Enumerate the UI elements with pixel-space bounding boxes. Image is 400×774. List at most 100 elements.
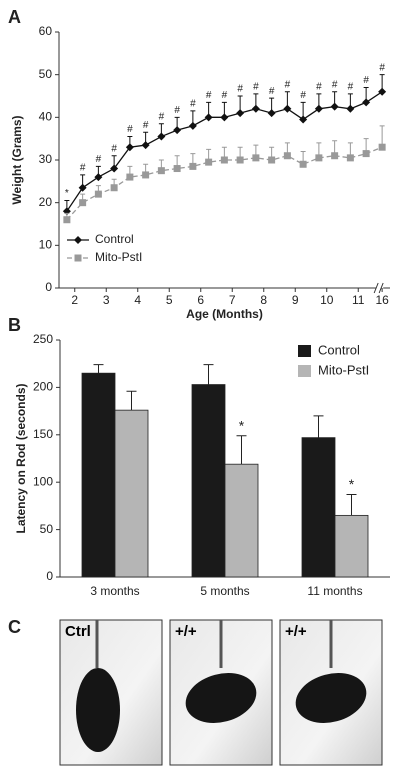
y-tick-label: 20 bbox=[39, 195, 53, 209]
annotation: # bbox=[285, 79, 291, 90]
x-tick-label: 6 bbox=[197, 293, 204, 307]
x-tick-label: 3 months bbox=[90, 584, 139, 598]
bar bbox=[191, 384, 226, 578]
y-tick-label: 0 bbox=[45, 280, 52, 294]
point bbox=[125, 143, 134, 152]
x-tick-label: 16 bbox=[375, 293, 389, 307]
annotation: # bbox=[269, 86, 275, 97]
annotation: # bbox=[174, 105, 180, 116]
legend-marker bbox=[74, 254, 82, 262]
y-tick-label: 10 bbox=[39, 238, 53, 252]
point bbox=[205, 158, 213, 166]
bar bbox=[114, 409, 149, 578]
photo-label: +/+ bbox=[175, 623, 197, 640]
mouse bbox=[76, 668, 120, 752]
annotation: # bbox=[127, 124, 133, 135]
point bbox=[94, 173, 103, 182]
point bbox=[236, 109, 245, 118]
axis-break-gap bbox=[376, 283, 384, 293]
x-tick-label: 3 bbox=[103, 293, 110, 307]
error-bar bbox=[346, 494, 357, 516]
point bbox=[362, 150, 370, 158]
y-tick-label: 250 bbox=[33, 332, 53, 346]
point bbox=[330, 102, 339, 111]
point bbox=[378, 143, 386, 151]
point bbox=[173, 165, 181, 173]
point bbox=[299, 160, 307, 168]
panel-label: A bbox=[8, 7, 21, 27]
x-tick-label: 7 bbox=[229, 293, 236, 307]
point bbox=[314, 104, 323, 113]
point bbox=[63, 216, 71, 224]
x-tick-label: 9 bbox=[292, 293, 299, 307]
y-tick-label: 100 bbox=[33, 474, 53, 488]
point bbox=[173, 126, 182, 135]
y-axis-title: Weight (Grams) bbox=[10, 115, 24, 204]
point bbox=[251, 104, 260, 113]
bar bbox=[81, 372, 116, 578]
bar bbox=[334, 514, 369, 578]
annotation: # bbox=[316, 82, 322, 93]
annotation: * bbox=[65, 188, 69, 199]
annotation: # bbox=[363, 75, 369, 86]
panel-label: B bbox=[8, 315, 21, 335]
point bbox=[283, 152, 291, 160]
annotation: # bbox=[190, 99, 196, 110]
point bbox=[331, 152, 339, 160]
point bbox=[78, 183, 87, 192]
point bbox=[362, 98, 371, 107]
annotation: # bbox=[348, 82, 354, 93]
point bbox=[220, 156, 228, 164]
annotation: # bbox=[379, 62, 385, 73]
panel-c: C Ctrl +/+ +/+ bbox=[8, 617, 383, 766]
point bbox=[268, 156, 276, 164]
point bbox=[94, 190, 102, 198]
annotation: * bbox=[349, 476, 355, 492]
annotation: # bbox=[80, 163, 86, 174]
point bbox=[204, 113, 213, 122]
point bbox=[236, 156, 244, 164]
mouse bbox=[295, 673, 367, 723]
point bbox=[378, 87, 387, 96]
point bbox=[189, 162, 197, 170]
x-axis-title: Age (Months) bbox=[186, 307, 263, 321]
error-bar bbox=[236, 435, 247, 465]
point bbox=[267, 109, 276, 118]
x-tick-label: 5 bbox=[166, 293, 173, 307]
point bbox=[79, 199, 87, 207]
legend-label: Control bbox=[95, 232, 134, 246]
bar bbox=[224, 463, 259, 578]
y-tick-label: 60 bbox=[39, 24, 53, 38]
x-tick-label: 11 months bbox=[307, 584, 362, 598]
legend-swatch bbox=[298, 365, 311, 377]
point bbox=[141, 141, 150, 150]
annotation: # bbox=[253, 82, 259, 93]
error-bar bbox=[93, 364, 104, 374]
point bbox=[346, 104, 355, 113]
error-bar bbox=[313, 415, 324, 438]
point bbox=[126, 173, 134, 181]
axis-break bbox=[373, 282, 384, 294]
y-tick-label: 50 bbox=[40, 522, 54, 536]
series-line bbox=[66, 146, 383, 221]
legend-label: Mito-PstI bbox=[95, 250, 142, 264]
point bbox=[142, 171, 150, 179]
photo-label: Ctrl bbox=[65, 623, 91, 640]
annotation: * bbox=[239, 417, 245, 433]
annotation: # bbox=[300, 90, 306, 101]
x-tick-label: 4 bbox=[134, 293, 141, 307]
point bbox=[188, 121, 197, 130]
point bbox=[283, 104, 292, 113]
y-tick-label: 30 bbox=[39, 152, 53, 166]
annotation: # bbox=[159, 111, 165, 122]
point bbox=[252, 154, 260, 162]
annotation: # bbox=[237, 84, 243, 95]
legend-label: Mito-PstI bbox=[318, 362, 369, 377]
bar bbox=[301, 437, 336, 578]
x-tick-label: 11 bbox=[352, 293, 365, 307]
point bbox=[110, 184, 118, 192]
error-bar bbox=[379, 125, 385, 148]
x-tick-label: 2 bbox=[71, 293, 78, 307]
point bbox=[157, 132, 166, 141]
error-bar bbox=[203, 364, 214, 385]
